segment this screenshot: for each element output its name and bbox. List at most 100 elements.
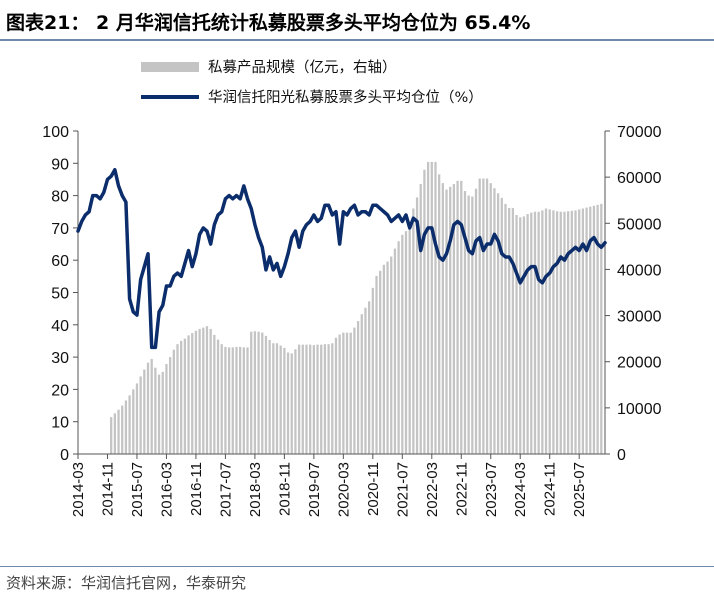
x-tick-label: 2025-07: [571, 462, 588, 517]
bar: [592, 205, 596, 454]
x-tick-label: 2024-03: [512, 462, 529, 517]
x-tick-label: 2024-11: [542, 462, 559, 516]
legend-bar-swatch: [141, 62, 199, 72]
right-tick-label: 40000: [617, 262, 662, 279]
bar: [393, 248, 397, 454]
bar: [585, 207, 588, 454]
bar: [511, 208, 514, 454]
legend: 私募产品规模（亿元，右轴） 华润信托阳光私募股票多头平均仓位（%）: [141, 59, 483, 106]
bar: [135, 383, 139, 454]
bar: [309, 344, 312, 454]
source-divider: [0, 566, 714, 567]
bar: [168, 357, 172, 454]
title-divider: [0, 39, 714, 41]
left-tick-label: 10: [51, 415, 69, 432]
left-tick-label: 80: [51, 189, 69, 206]
x-tick-label: 2018-03: [247, 462, 264, 517]
bar: [552, 210, 555, 454]
right-tick-label: 30000: [617, 309, 662, 326]
bar: [596, 204, 599, 454]
bar: [268, 340, 271, 454]
right-tick-label: 70000: [617, 124, 662, 141]
bar: [327, 344, 330, 454]
x-tick-label: 2022-03: [424, 462, 441, 517]
bar: [574, 210, 577, 454]
bar: [379, 270, 382, 454]
bar: [128, 395, 131, 454]
left-tick-label: 40: [51, 318, 69, 335]
bar: [356, 321, 360, 454]
bar: [242, 347, 245, 454]
bar: [600, 203, 603, 454]
bar: [474, 188, 478, 454]
bar: [154, 367, 157, 454]
bar: [504, 203, 507, 454]
bar: [250, 331, 253, 454]
right-tick-label: 60000: [617, 170, 662, 187]
bar: [441, 183, 444, 454]
x-tick-label: 2014-11: [99, 462, 116, 516]
bar: [541, 210, 544, 454]
bar: [117, 409, 120, 454]
bar: [397, 241, 400, 454]
bar: [530, 212, 533, 454]
bar: [500, 197, 503, 454]
bar: [559, 211, 562, 454]
bar: [312, 345, 315, 454]
x-tick-label: 2016-03: [158, 462, 175, 517]
bar: [401, 234, 404, 454]
position-line: [76, 168, 607, 350]
bar: [213, 334, 216, 454]
bar: [419, 184, 422, 454]
bar: [496, 193, 500, 455]
bar: [460, 180, 463, 454]
bar: [132, 389, 135, 454]
bar: [408, 221, 411, 454]
bar: [412, 208, 415, 454]
bar: [157, 374, 161, 454]
source-note: 资料来源：华润信托官网，华泰研究: [6, 574, 247, 592]
bar: [386, 261, 389, 454]
bar: [110, 417, 113, 454]
bar: [161, 371, 164, 454]
bar-series: [110, 161, 603, 455]
right-tick-label: 20000: [617, 355, 662, 372]
bar: [423, 169, 426, 454]
x-tick-label: 2015-07: [129, 462, 146, 517]
bar: [426, 161, 430, 455]
bar: [191, 333, 194, 454]
bar: [165, 364, 168, 454]
bar: [279, 345, 282, 454]
bar: [176, 344, 179, 454]
bar: [246, 347, 249, 454]
bar: [220, 344, 223, 454]
bar: [305, 344, 308, 454]
bar: [415, 197, 419, 454]
bar: [508, 208, 511, 454]
bar: [139, 376, 142, 454]
bar: [121, 405, 124, 454]
bar: [563, 211, 566, 454]
bar: [338, 334, 341, 454]
bar: [581, 208, 585, 454]
bar: [286, 352, 290, 454]
legend-bar-label: 私募产品规模（亿元，右轴）: [208, 59, 397, 76]
right-tick-label: 0: [617, 447, 626, 464]
bar: [430, 161, 433, 455]
bar: [143, 369, 146, 454]
bar: [334, 337, 338, 454]
bar: [445, 189, 448, 454]
bar: [570, 210, 573, 454]
left-tick-label: 60: [51, 253, 69, 270]
bar: [390, 256, 393, 454]
x-tick-label: 2023-07: [483, 462, 500, 517]
left-tick-label: 30: [51, 350, 69, 367]
bar: [224, 346, 227, 454]
chart-title: 图表21： 2 月华润信托统计私募股票多头平均仓位为 65.4%: [6, 12, 531, 34]
bar: [449, 186, 452, 454]
bar: [290, 353, 293, 454]
bar: [548, 209, 551, 454]
bar: [275, 343, 279, 454]
bar: [456, 180, 459, 454]
